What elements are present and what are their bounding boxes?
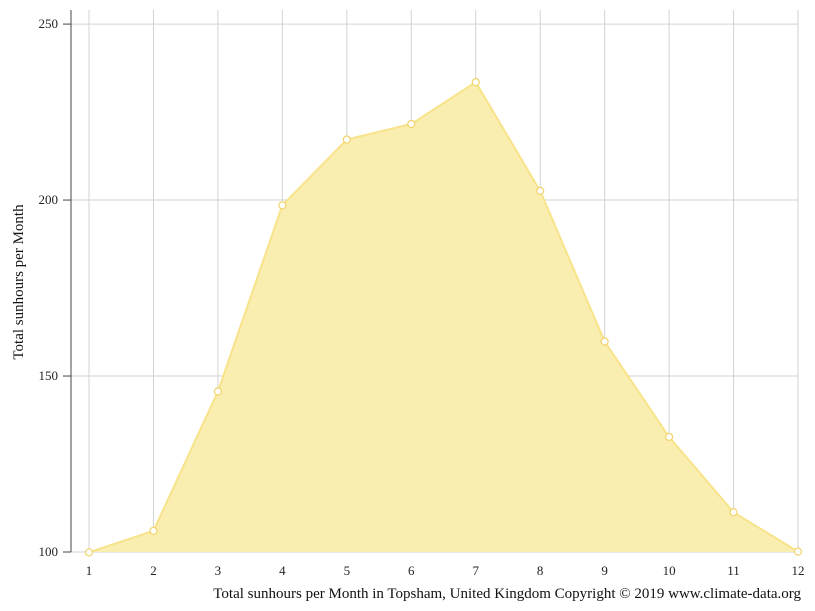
x-tick-label: 3 — [215, 563, 222, 578]
data-point — [149, 526, 158, 535]
y-tick-label: 250 — [39, 16, 59, 31]
series-area — [89, 82, 798, 553]
x-tick-label: 7 — [472, 563, 479, 578]
data-markers — [84, 78, 803, 557]
x-tick-label: 8 — [537, 563, 544, 578]
data-point — [600, 337, 609, 346]
data-point — [407, 119, 416, 129]
x-tick-label: 1 — [86, 563, 93, 578]
y-tick-label: 150 — [39, 368, 59, 383]
plot-area — [88, 80, 799, 554]
data-point — [793, 547, 803, 556]
y-tick-label: 100 — [39, 544, 59, 559]
x-tick-label: 12 — [792, 563, 805, 578]
data-point — [664, 432, 674, 442]
x-tick-label: 9 — [601, 563, 608, 578]
chart-caption: Total sunhours per Month in Topsham, Uni… — [213, 586, 801, 602]
x-tick-label: 10 — [663, 563, 676, 578]
data-point — [278, 201, 287, 210]
y-axis-title: Total sunhours per Month — [11, 204, 27, 360]
x-tick-label: 5 — [344, 563, 351, 578]
data-point — [536, 186, 545, 196]
x-tick-label: 2 — [150, 563, 157, 578]
data-point — [84, 548, 94, 557]
series-line — [88, 80, 799, 554]
data-point — [342, 135, 351, 144]
data-point — [471, 78, 480, 87]
x-tick-label: 6 — [408, 563, 415, 578]
y-tick-label: 200 — [39, 192, 59, 207]
data-point — [213, 387, 223, 396]
axes — [63, 10, 72, 553]
x-tick-label: 4 — [279, 563, 286, 578]
x-tick-label: 11 — [727, 563, 740, 578]
data-point — [729, 508, 738, 517]
